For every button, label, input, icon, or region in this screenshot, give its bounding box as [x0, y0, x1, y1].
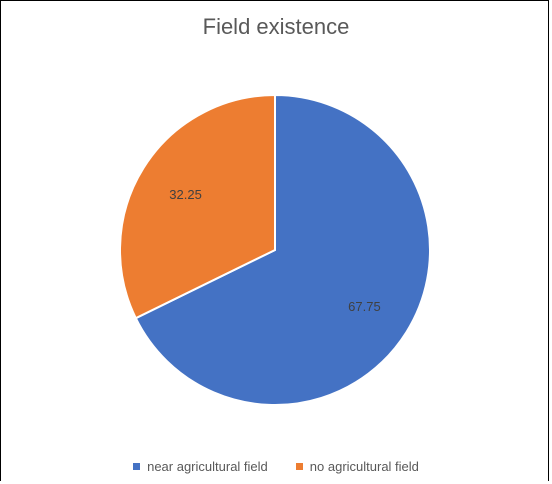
legend-item-near-agricultural-field: near agricultural field	[133, 459, 268, 474]
pie-slice-no-agricultural-field	[119, 93, 276, 320]
legend-label-near-agricultural-field: near agricultural field	[147, 459, 268, 474]
pie-data-labels: 67.75 32.25	[169, 187, 380, 314]
legend-label-no-agricultural-field: no agricultural field	[309, 459, 419, 474]
chart-legend: near agricultural field no agricultural …	[0, 459, 552, 474]
legend-swatch-no-agricultural-field	[295, 463, 303, 470]
pie-slice-near-agricultural-field	[134, 93, 431, 406]
data-label-no-agricultural-field: 32.25	[169, 187, 202, 202]
pie-slices	[119, 93, 431, 406]
data-label-near-agricultural-field: 67.75	[348, 299, 381, 314]
chart-title: Field existence	[202, 14, 350, 39]
legend-swatch-near-agricultural-field	[133, 463, 141, 470]
legend-item-no-agricultural-field: no agricultural field	[295, 459, 419, 474]
